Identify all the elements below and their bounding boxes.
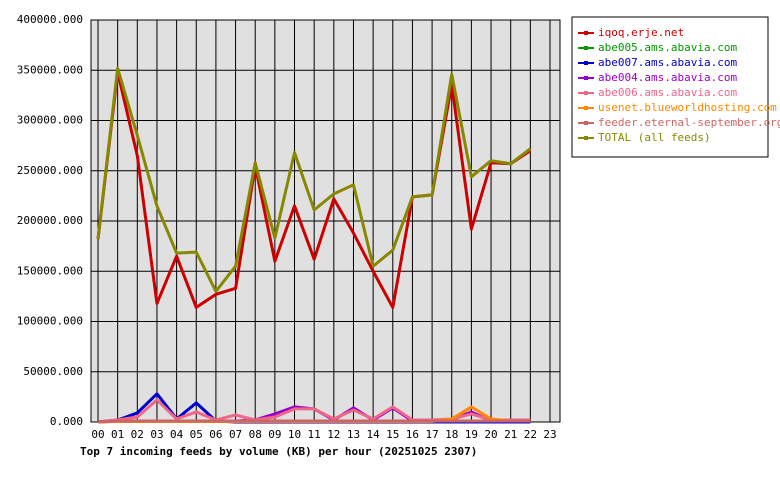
chart-title: Top 7 incoming feeds by volume (KB) per … bbox=[80, 445, 477, 458]
y-tick-label: 50000.000 bbox=[23, 365, 83, 378]
x-tick-label: 02 bbox=[131, 428, 144, 441]
y-tick-label: 200000.000 bbox=[17, 214, 83, 227]
x-tick-label: 03 bbox=[150, 428, 163, 441]
x-tick-label: 17 bbox=[425, 428, 438, 441]
x-tick-label: 06 bbox=[209, 428, 222, 441]
y-tick-label: 100000.000 bbox=[17, 315, 83, 328]
legend-label: iqoq.erje.net bbox=[598, 26, 684, 39]
x-tick-label: 08 bbox=[249, 428, 262, 441]
y-tick-label: 400000.000 bbox=[17, 13, 83, 26]
legend-label: abe005.ams.abavia.com bbox=[598, 41, 737, 54]
legend-marker bbox=[584, 76, 588, 80]
legend-label: abe006.ams.abavia.com bbox=[598, 86, 737, 99]
series-line bbox=[96, 70, 532, 309]
legend-marker bbox=[584, 136, 588, 140]
legend-label: TOTAL (all feeds) bbox=[598, 131, 711, 144]
y-tick-label: 0.000 bbox=[50, 415, 83, 428]
y-tick-label: 150000.000 bbox=[17, 264, 83, 277]
x-tick-label: 22 bbox=[524, 428, 537, 441]
x-tick-label: 01 bbox=[111, 428, 124, 441]
x-tick-label: 16 bbox=[406, 428, 419, 441]
legend-label: abe004.ams.abavia.com bbox=[598, 71, 737, 84]
y-tick-label: 250000.000 bbox=[17, 164, 83, 177]
x-tick-label: 10 bbox=[288, 428, 301, 441]
x-tick-label: 13 bbox=[347, 428, 360, 441]
x-tick-label: 15 bbox=[386, 428, 399, 441]
x-tick-label: 05 bbox=[190, 428, 203, 441]
x-tick-label: 14 bbox=[367, 428, 381, 441]
legend-marker bbox=[584, 91, 588, 95]
legend-box bbox=[571, 16, 769, 158]
y-tick-label: 300000.000 bbox=[17, 114, 83, 127]
legend-label: abe007.ams.abavia.com bbox=[598, 56, 737, 69]
x-tick-label: 12 bbox=[327, 428, 340, 441]
legend-marker bbox=[584, 31, 588, 35]
legend-marker bbox=[584, 121, 588, 125]
legend-marker bbox=[584, 46, 588, 50]
x-tick-label: 11 bbox=[308, 428, 321, 441]
series-line bbox=[96, 66, 532, 293]
x-tick-label: 09 bbox=[268, 428, 281, 441]
x-tick-label: 19 bbox=[465, 428, 478, 441]
legend-marker bbox=[584, 106, 588, 110]
x-tick-label: 18 bbox=[445, 428, 458, 441]
x-tick-label: 23 bbox=[543, 428, 556, 441]
legend-marker bbox=[584, 61, 588, 65]
legend-label: feeder.eternal-september.org bbox=[598, 116, 780, 129]
series-line bbox=[97, 419, 531, 424]
legend-label: usenet.blueworldhosting.com bbox=[598, 101, 777, 114]
x-tick-label: 00 bbox=[91, 428, 104, 441]
series-line bbox=[97, 398, 531, 424]
x-tick-label: 21 bbox=[504, 428, 517, 441]
x-tick-label: 04 bbox=[170, 428, 184, 441]
x-tick-label: 20 bbox=[484, 428, 497, 441]
y-tick-label: 350000.000 bbox=[17, 63, 83, 76]
x-tick-label: 07 bbox=[229, 428, 242, 441]
